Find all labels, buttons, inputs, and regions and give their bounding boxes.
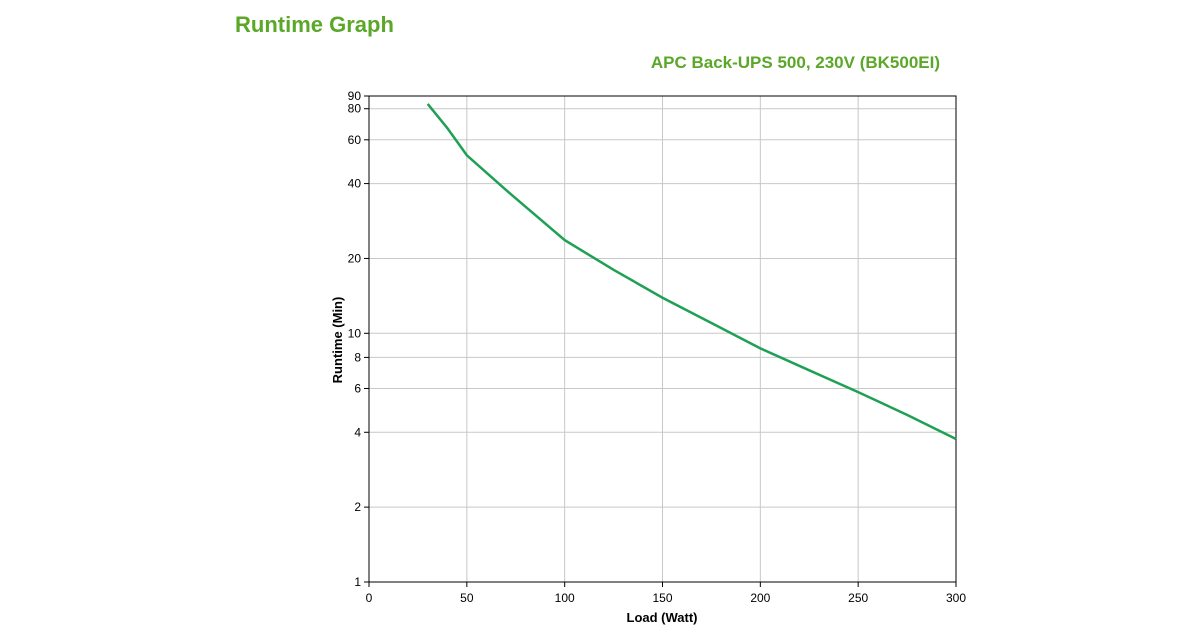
y-tick-label: 6	[354, 381, 361, 395]
x-tick-label: 50	[460, 591, 474, 605]
y-tick-label: 10	[348, 326, 362, 340]
y-tick-label: 20	[348, 251, 362, 265]
y-tick-label: 60	[348, 133, 362, 147]
x-tick-label: 250	[848, 591, 868, 605]
y-tick-label: 1	[354, 575, 361, 589]
plot-frame	[368, 95, 957, 583]
y-tick-label: 8	[354, 350, 361, 364]
x-tick-label: 300	[946, 591, 966, 605]
y-tick-label: 2	[354, 500, 361, 514]
y-axis-title: Runtime (Min)	[330, 297, 345, 384]
x-tick-label: 200	[750, 591, 770, 605]
data-line	[426, 103, 957, 441]
chart-subtitle: APC Back-UPS 500, 230V (BK500EI)	[651, 53, 940, 72]
x-tick-label: 150	[652, 591, 672, 605]
y-tick-label: 40	[348, 177, 362, 191]
y-tick-label: 80	[348, 102, 362, 116]
chart-title: Runtime Graph	[235, 12, 394, 37]
x-tick-label: 0	[366, 591, 373, 605]
y-tick-label: 4	[354, 425, 361, 439]
x-axis-title: Load (Watt)	[627, 610, 698, 625]
y-tick-label: 90	[348, 89, 362, 103]
x-tick-label: 100	[555, 591, 575, 605]
